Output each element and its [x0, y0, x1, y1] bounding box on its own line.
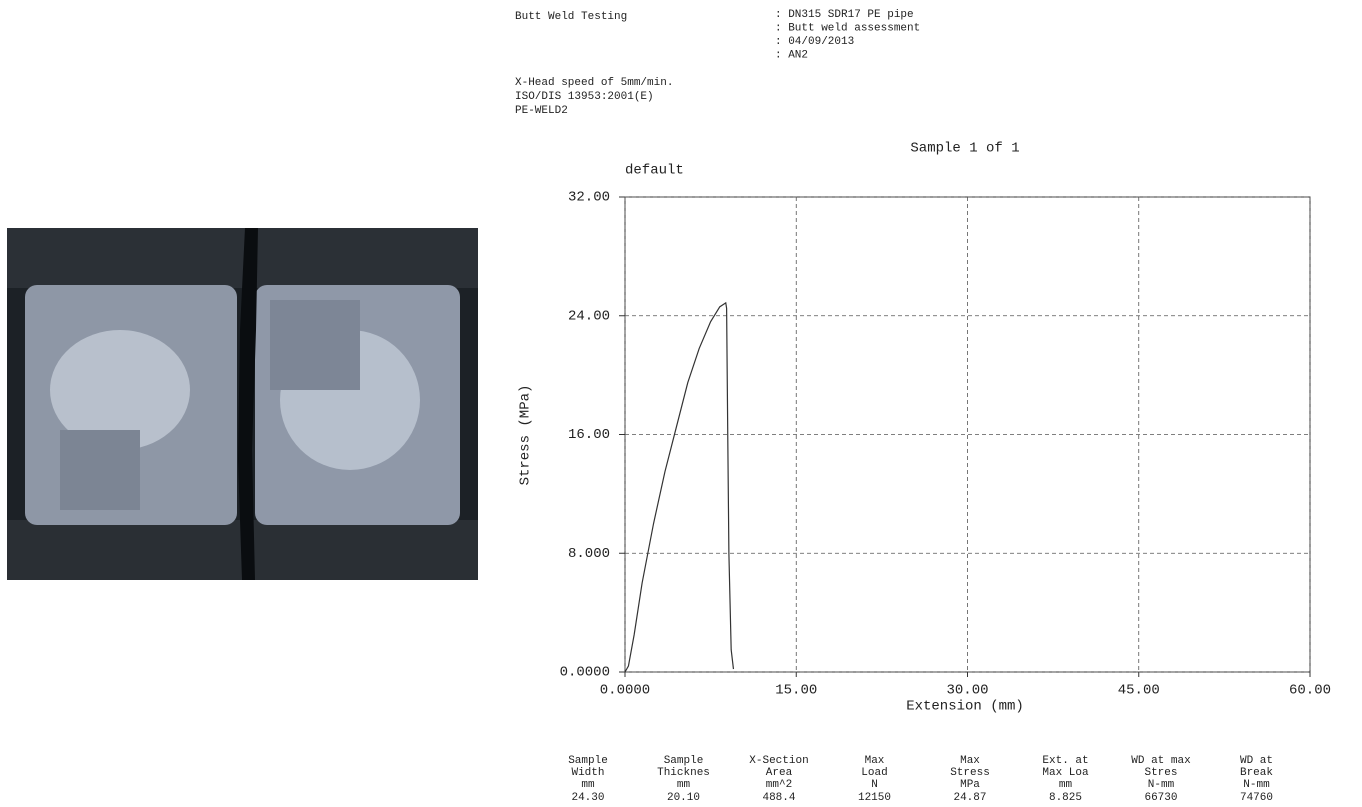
table-value: 66730: [1144, 792, 1177, 804]
y-tick-label: 24.00: [568, 308, 610, 324]
table-header: Sample: [664, 755, 704, 767]
data-line: [625, 303, 733, 672]
note-line: ISO/DIS 13953:2001(E): [515, 91, 654, 103]
table-value: 488.4: [762, 792, 795, 804]
y-tick-label: 0.0000: [560, 665, 610, 681]
table-header: N: [871, 779, 878, 791]
table-header: Thicknes: [657, 767, 710, 779]
table-header: Load: [861, 767, 887, 779]
table-header: MPa: [960, 779, 980, 791]
table-value: 24.30: [571, 792, 604, 804]
table-value: 74760: [1240, 792, 1273, 804]
table-header: N-mm: [1148, 779, 1175, 791]
table-header: Stres: [1144, 767, 1177, 779]
x-tick-label: 0.0000: [600, 683, 650, 699]
x-axis-label: Extension (mm): [906, 699, 1024, 715]
table-header: Sample: [568, 755, 608, 767]
table-header: Ext. at: [1042, 755, 1088, 767]
table-header: mm: [677, 779, 691, 791]
table-header: mm^2: [766, 779, 792, 791]
x-tick-label: 60.00: [1289, 683, 1331, 699]
table-header: WD at max: [1131, 755, 1191, 767]
y-tick-label: 16.00: [568, 427, 610, 443]
table-header: Stress: [950, 767, 990, 779]
table-header: Break: [1240, 767, 1273, 779]
table-header: X-Section: [749, 755, 808, 767]
table-header: mm: [1059, 779, 1073, 791]
table-value: 20.10: [667, 792, 700, 804]
table-header: mm: [581, 779, 595, 791]
note-line: PE-WELD2: [515, 105, 568, 117]
weld-photo: [7, 228, 478, 580]
detail-line: : AN2: [775, 49, 808, 61]
page: Butt Weld Testing Sample 1 of 1 default …: [0, 0, 1362, 807]
table-header: Max: [865, 755, 885, 767]
y-tick-label: 8.000: [568, 546, 610, 562]
x-tick-label: 15.00: [775, 683, 817, 699]
test-name: Butt Weld Testing: [515, 11, 627, 23]
table-header: Width: [571, 767, 604, 779]
detail-line: : Butt weld assessment: [775, 22, 920, 34]
table-header: Max: [960, 755, 980, 767]
table-header: WD at: [1240, 755, 1273, 767]
table-value: 12150: [858, 792, 891, 804]
chart-title: Sample 1 of 1: [910, 141, 1019, 157]
detail-line: : 04/09/2013: [775, 36, 854, 48]
note-line: X-Head speed of 5mm/min.: [515, 77, 673, 89]
table-header: N-mm: [1243, 779, 1270, 791]
table-header: Max Loa: [1042, 767, 1089, 779]
table-value: 8.825: [1049, 792, 1082, 804]
table-value: 24.87: [953, 792, 986, 804]
y-axis-label: Stress (MPa): [518, 385, 534, 486]
table-header: Area: [766, 767, 793, 779]
x-tick-label: 30.00: [946, 683, 988, 699]
detail-line: : DN315 SDR17 PE pipe: [775, 9, 914, 21]
chart-subtitle: default: [625, 163, 684, 179]
y-tick-label: 32.00: [568, 190, 610, 206]
x-tick-label: 45.00: [1118, 683, 1160, 699]
